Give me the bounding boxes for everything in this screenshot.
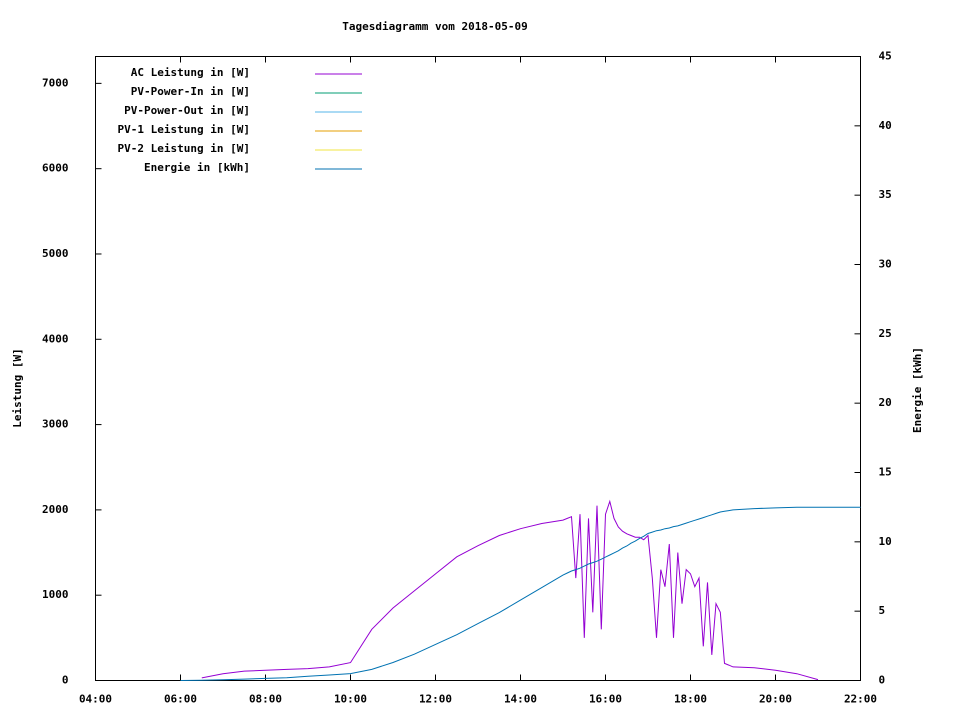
- x-tick-label: 04:00: [79, 693, 112, 706]
- legend-label: PV-2 Leistung in [W]: [118, 142, 250, 155]
- y2-tick-label: 35: [879, 188, 892, 201]
- y-tick-label: 1000: [42, 588, 69, 601]
- x-tick-label: 18:00: [674, 693, 707, 706]
- y2-axis-label: Energie [kWh]: [911, 347, 924, 433]
- legend-label: AC Leistung in [W]: [131, 66, 250, 79]
- y2-tick-label: 40: [879, 119, 892, 132]
- y2-tick-label: 5: [879, 604, 886, 617]
- y-axis-label: Leistung [W]: [11, 348, 24, 427]
- y-tick-label: 6000: [42, 162, 69, 175]
- legend-label: PV-Power-Out in [W]: [124, 104, 250, 117]
- legend-label: PV-Power-In in [W]: [131, 85, 250, 98]
- x-tick-label: 14:00: [504, 693, 537, 706]
- x-tick-label: 22:00: [844, 693, 877, 706]
- legend-label: PV-1 Leistung in [W]: [118, 123, 250, 136]
- y-tick-label: 7000: [42, 76, 69, 89]
- x-tick-label: 16:00: [589, 693, 622, 706]
- legend-label: Energie in [kWh]: [144, 161, 250, 174]
- y2-tick-label: 20: [879, 396, 892, 409]
- y-tick-label: 5000: [42, 247, 69, 260]
- y2-tick-label: 45: [879, 50, 892, 63]
- x-tick-label: 08:00: [249, 693, 282, 706]
- plot-frame: [95, 56, 861, 681]
- y-tick-label: 4000: [42, 332, 69, 345]
- y2-tick-label: 15: [879, 466, 892, 479]
- x-tick-label: 06:00: [164, 693, 197, 706]
- y2-tick-label: 30: [879, 258, 892, 271]
- series-line: [180, 506, 861, 681]
- y-tick-label: 0: [62, 674, 69, 687]
- chart-title: Tagesdiagramm vom 2018-05-09: [342, 20, 527, 33]
- x-tick-label: 20:00: [759, 693, 792, 706]
- y2-tick-label: 10: [879, 535, 892, 548]
- x-tick-label: 12:00: [419, 693, 452, 706]
- y2-tick-label: 25: [879, 327, 892, 340]
- series-line: [201, 499, 819, 681]
- y-tick-label: 3000: [42, 418, 69, 431]
- x-tick-label: 10:00: [334, 693, 367, 706]
- y2-tick-label: 0: [879, 674, 886, 687]
- y-tick-label: 2000: [42, 503, 69, 516]
